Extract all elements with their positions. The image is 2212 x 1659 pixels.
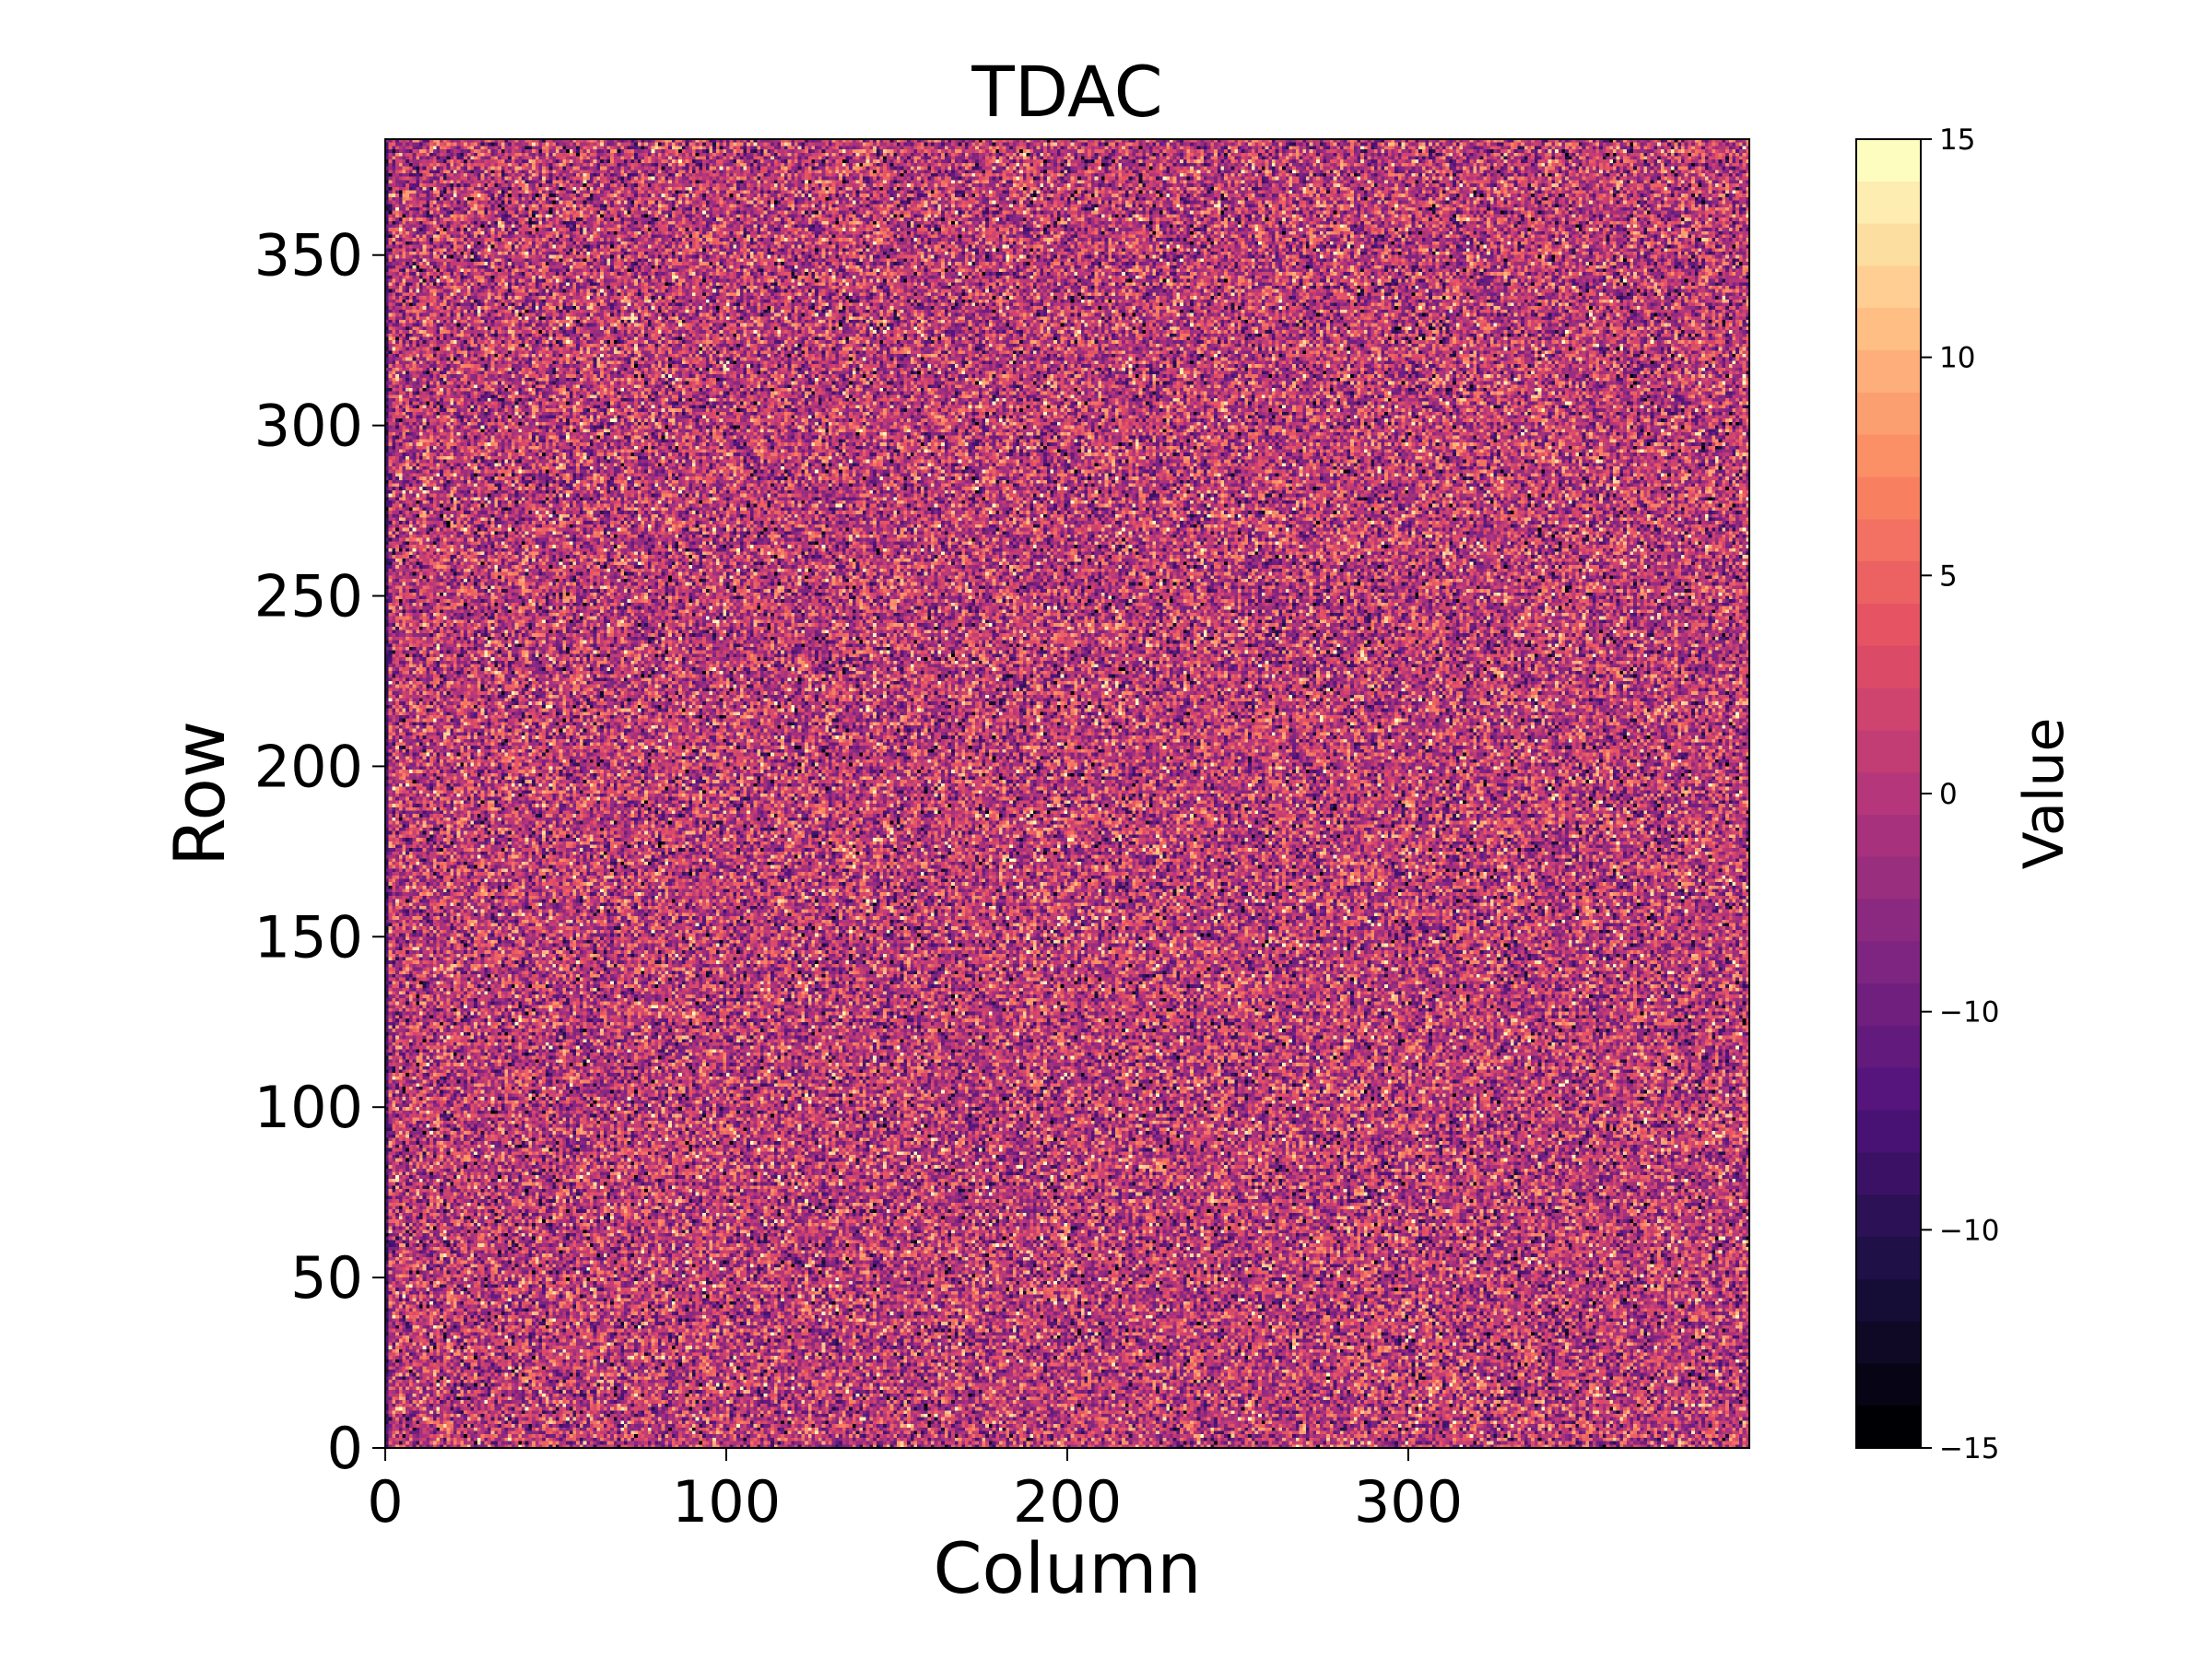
colorbar-tick-label: 5 — [1939, 559, 1958, 593]
y-tick-label: 50 — [290, 1244, 363, 1312]
colorbar-label: Value — [2012, 718, 2077, 870]
colorbar-frame — [1855, 138, 1922, 1449]
colorbar-tick-label: −10 — [1939, 1214, 1999, 1247]
y-axis-label: Row — [159, 721, 241, 866]
x-tick-label: 200 — [1013, 1468, 1122, 1535]
colorbar-tick-label: −10 — [1939, 996, 1999, 1030]
colorbar-tick-label: 15 — [1939, 124, 1975, 157]
chart-title: TDAC — [971, 51, 1162, 133]
y-tick-label: 0 — [327, 1415, 363, 1482]
x-axis-ticks: 0 100 200 300 — [367, 1448, 1463, 1535]
colorbar-tick-label: −15 — [1939, 1432, 1999, 1465]
y-axis-ticks: 0 50 100 150 200 250 300 350 — [254, 222, 385, 1482]
plot-frame — [384, 138, 1750, 1449]
y-tick-label: 150 — [254, 903, 363, 971]
y-tick-label: 200 — [254, 733, 363, 800]
heatmap-image — [385, 139, 1749, 1448]
y-tick-label: 100 — [254, 1074, 363, 1141]
colorbar-ticks: 15 10 5 0 −10 −10 −15 — [1921, 124, 1999, 1465]
x-tick-label: 0 — [367, 1468, 403, 1535]
y-tick-label: 250 — [254, 563, 363, 630]
x-axis-label: Column — [933, 1527, 1201, 1609]
colorbar-tick-label: 0 — [1939, 778, 1958, 811]
y-tick-label: 350 — [254, 222, 363, 289]
colorbar-tick-label: 10 — [1939, 342, 1975, 375]
y-tick-label: 300 — [254, 393, 363, 460]
x-tick-label: 100 — [672, 1468, 781, 1535]
x-tick-label: 300 — [1354, 1468, 1463, 1535]
colorbar-gradient — [1856, 139, 1921, 1448]
